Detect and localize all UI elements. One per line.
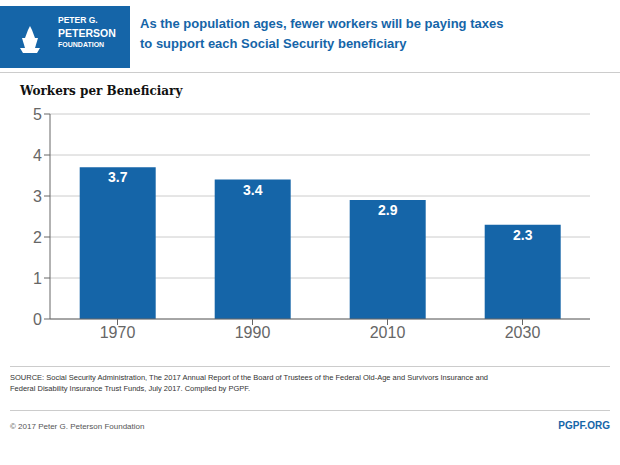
- svg-text:3: 3: [33, 188, 42, 205]
- svg-text:4: 4: [33, 147, 42, 164]
- html-text:FOUNDATION: FOUNDATION: [58, 41, 105, 48]
- html-text:to support each Social Securit: to support each Social Security benefici…: [140, 36, 407, 51]
- html-text:PETER G.: PETER G.: [58, 15, 98, 25]
- svg-text:2030: 2030: [505, 324, 541, 341]
- html-text:Federal Disability Insurance T: Federal Disability Insurance Trust Funds…: [10, 384, 251, 393]
- html-text:Workers per Beneficiary: Workers per Beneficiary: [20, 84, 183, 98]
- svg-text:5: 5: [33, 106, 42, 123]
- html-text:PGPF.ORG: PGPF.ORG: [558, 420, 610, 431]
- html-text:SOURCE: Social Security Admini: SOURCE: Social Security Administration, …: [10, 373, 488, 382]
- svg-text:0: 0: [33, 311, 42, 328]
- svg-text:2010: 2010: [370, 324, 406, 341]
- svg-text:2.3: 2.3: [513, 227, 533, 243]
- html-text:PETERSON: PETERSON: [58, 27, 116, 39]
- svg-text:3.7: 3.7: [108, 169, 128, 185]
- svg-text:2: 2: [33, 229, 42, 246]
- svg-text:2.9: 2.9: [378, 202, 398, 218]
- svg-text:1990: 1990: [235, 324, 271, 341]
- svg-text:1970: 1970: [100, 324, 136, 341]
- html-text:© 2017 Peter G. Peterson Found: © 2017 Peter G. Peterson Foundation: [10, 422, 145, 431]
- svg-text:3.4: 3.4: [243, 182, 263, 198]
- svg-text:1: 1: [33, 270, 42, 287]
- html-text:As the population ages, fewer: As the population ages, fewer workers wi…: [140, 16, 504, 31]
